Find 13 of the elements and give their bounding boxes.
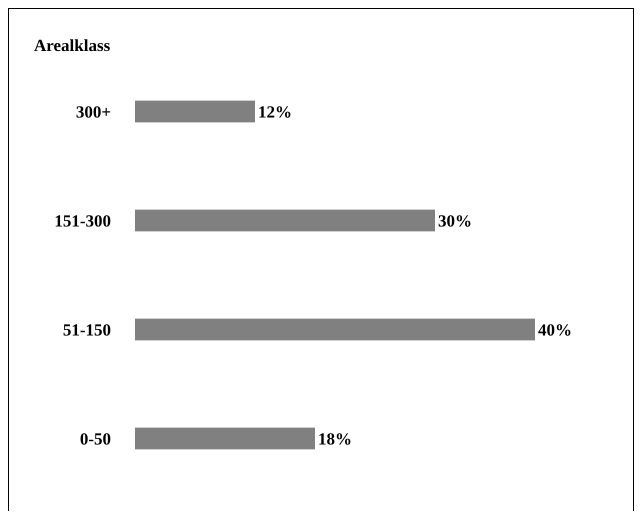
y-tick-label: 151-300	[54, 212, 111, 231]
y-tick-label: 51-150	[62, 320, 111, 340]
y-tick-label: 300+	[76, 102, 111, 122]
bar	[135, 100, 255, 122]
y-axis-title: Arealklass	[34, 36, 110, 56]
data-label: 18%	[318, 430, 352, 449]
data-label: 40%	[538, 320, 572, 340]
bar	[135, 428, 315, 450]
data-label: 12%	[258, 102, 292, 122]
y-tick-label: 0-50	[80, 430, 111, 449]
bar	[135, 318, 535, 340]
bar	[135, 210, 435, 232]
data-label: 30%	[438, 212, 472, 231]
